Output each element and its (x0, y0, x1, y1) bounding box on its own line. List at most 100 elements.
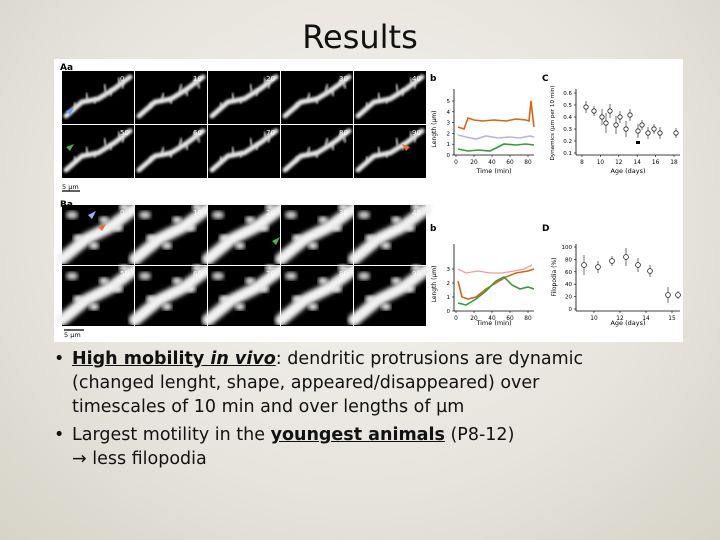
time-label: 70 (266, 270, 275, 278)
dendrite-image (348, 203, 432, 265)
bullet-item-1: • High mobility in vivo: dendritic protr… (50, 347, 690, 419)
scale-bar-label-A: 5 µm (62, 183, 79, 191)
bullet-2-line-2: → less filopodia (72, 449, 207, 469)
panel-label-b-bottom: b (430, 224, 437, 234)
dendrite-image (355, 128, 425, 173)
dendrite-image (63, 128, 133, 173)
bullet-marker: • (54, 349, 65, 369)
bullet-1-strong: High mobility (72, 349, 211, 369)
panel-label-D: D (542, 224, 549, 234)
series-green (457, 276, 535, 306)
micrograph-grid-B: 0 10 20 30 40 50 60 70 80 90 (56, 203, 432, 326)
y-tick-label: 1 (447, 295, 451, 301)
time-label: 80 (339, 129, 348, 137)
bullet-1-line-3: timescales of 10 min and over lengths of… (72, 397, 465, 417)
data-point (609, 258, 615, 264)
dendrite-image (282, 74, 352, 119)
time-label: 90 (412, 129, 421, 137)
dendrite-image (209, 74, 279, 119)
y-tick-label: 40 (565, 282, 572, 288)
data-point (599, 114, 605, 120)
arrowhead-marker (88, 211, 96, 219)
x-tick-label: 20 (470, 316, 478, 322)
data-point (647, 268, 653, 274)
x-tick-label: 12 (616, 316, 624, 322)
dendrite-image (136, 128, 206, 173)
dendrite-image (275, 264, 359, 326)
x-axis-label: Time (min) (475, 167, 511, 175)
x-tick-label: 0 (454, 316, 458, 322)
x-tick-label: 14 (634, 160, 642, 166)
time-label: 20 (266, 75, 275, 83)
dendrite-image (202, 264, 286, 326)
bullet-2-text-end: (P8-12) (444, 425, 515, 445)
x-tick-label: 60 (506, 160, 514, 166)
time-label: 0 (120, 209, 124, 217)
dendrite-image (129, 264, 213, 326)
x-tick-label: 12 (615, 160, 623, 166)
time-label: 70 (266, 129, 275, 137)
y-tick-label: 80 (565, 257, 572, 263)
y-axis-label: Dynamics (µm per 10 min) (550, 85, 556, 160)
x-axis-label: Age (days) (610, 319, 645, 327)
chart-length-vs-time-bottom: 3 2 1 0 0 20 40 60 80 Length (µm) Time (min) (431, 244, 535, 327)
y-tick-label: 0.6 (563, 91, 572, 97)
x-axis-label: Time (min) (475, 319, 511, 327)
x-tick-label: 18 (670, 160, 678, 166)
y-tick-label: 60 (565, 270, 572, 276)
series-orange (457, 100, 535, 131)
bullet-item-2: • Largest motility in the youngest anima… (50, 423, 690, 471)
data-point (635, 128, 641, 134)
dendrite-image (209, 128, 279, 173)
data-point (639, 122, 645, 128)
x-axis-label: Age (days) (610, 167, 645, 175)
time-label: 10 (193, 75, 202, 83)
dendrite-image (355, 74, 425, 119)
chart-length-vs-time-top: 5 4 3 2 1 0 0 20 40 60 80 Length (µm) Time (min) (431, 89, 535, 175)
x-tick-label: 15 (668, 316, 676, 322)
dendrite-image (348, 264, 432, 326)
data-point (675, 292, 681, 298)
time-label: 50 (120, 270, 129, 278)
bullet-2-strong: youngest animals (270, 425, 445, 445)
data-point (617, 114, 623, 120)
x-tick-label: 40 (488, 160, 496, 166)
panel-label-Aa: Aa (60, 63, 73, 73)
panel-label-b-top: b (430, 74, 437, 84)
x-tick-label: 40 (488, 316, 496, 322)
x-tick-label: 20 (470, 160, 478, 166)
y-axis-label: Length (µm) (431, 266, 438, 303)
series-lavender (457, 134, 535, 140)
x-tick-label: 10 (597, 160, 605, 166)
arrowhead-marker (402, 144, 410, 151)
scale-bar-label-B: 5 µm (64, 331, 81, 339)
y-tick-label: 1 (447, 142, 451, 148)
y-tick-label: 0 (447, 153, 451, 159)
dendrite-image (56, 203, 140, 265)
series-green (457, 143, 535, 152)
y-tick-label: 0.5 (563, 103, 572, 109)
x-tick-label: 8 (580, 160, 584, 166)
data-point (657, 130, 663, 136)
x-tick-label: 60 (506, 316, 514, 322)
data-point (623, 254, 629, 260)
data-point (635, 262, 641, 268)
y-tick-label: 0.3 (563, 127, 572, 133)
data-point (627, 112, 633, 118)
arrowhead-marker (272, 237, 280, 245)
y-tick-label: 5 (447, 99, 451, 105)
time-label: 90 (412, 270, 421, 278)
data-point (591, 108, 597, 114)
bullet-list: • High mobility in vivo: dendritic protr… (50, 347, 690, 475)
time-label: 40 (412, 75, 421, 83)
chart-dynamics-vs-age: 0.6 0.5 0.4 0.3 0.2 0.1 8 10 12 14 16 18 Dynamics … (550, 85, 680, 175)
data-point (651, 126, 657, 132)
y-tick-label: 2 (447, 131, 451, 137)
y-tick-label: 20 (565, 295, 572, 301)
data-point (607, 108, 613, 114)
y-tick-label: 0 (447, 309, 451, 315)
x-tick-label: 16 (652, 160, 660, 166)
y-axis-label: Filopodia (%) (551, 258, 558, 297)
y-tick-label: 0 (569, 307, 573, 313)
